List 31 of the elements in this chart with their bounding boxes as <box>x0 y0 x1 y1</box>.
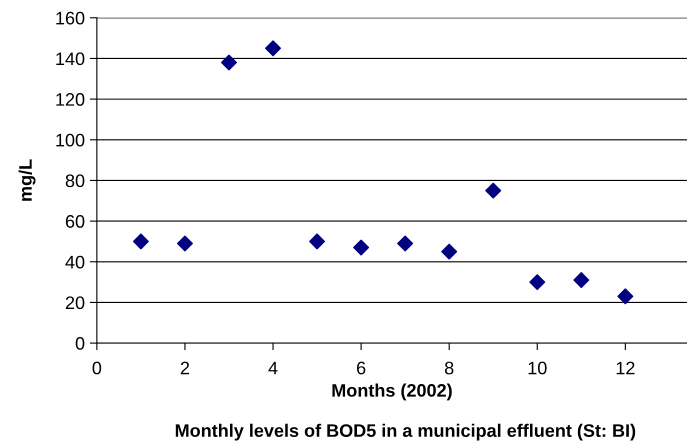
y-tick-label: 160 <box>56 12 84 25</box>
y-tick-label: 140 <box>56 52 84 66</box>
x-axis-title: Months (2002) <box>332 384 452 400</box>
x-tick-label: 6 <box>357 362 366 374</box>
y-tick-label: 100 <box>56 134 84 147</box>
y-tick-label: 60 <box>66 215 84 228</box>
point <box>309 233 326 250</box>
point <box>265 40 282 56</box>
point <box>617 288 634 304</box>
y-tick-label: 120 <box>56 93 84 106</box>
x-tick-label: 4 <box>268 362 278 374</box>
text: Monthly levels of BOD5 in a municipal effluent (St: BI) <box>176 424 636 441</box>
point <box>441 244 458 260</box>
point <box>221 54 237 71</box>
point <box>176 235 193 252</box>
x-tick-label: 10 <box>528 362 547 374</box>
point <box>353 240 370 256</box>
point <box>397 235 414 252</box>
x-tick-label: 0 <box>92 362 102 374</box>
point <box>573 272 590 288</box>
point <box>132 233 149 250</box>
y-tick-label: 0 <box>76 337 84 350</box>
point <box>485 182 502 199</box>
y-tick-label: 40 <box>65 256 84 268</box>
x-tick-label: 2 <box>180 362 190 374</box>
point <box>529 274 546 290</box>
y-axis-title: mg/L <box>18 159 36 201</box>
y-tick-label: 80 <box>66 174 84 188</box>
y-tick-label: 20 <box>66 296 84 310</box>
x-tick-label: 8 <box>444 362 454 374</box>
x-tick-label: 12 <box>616 362 634 374</box>
